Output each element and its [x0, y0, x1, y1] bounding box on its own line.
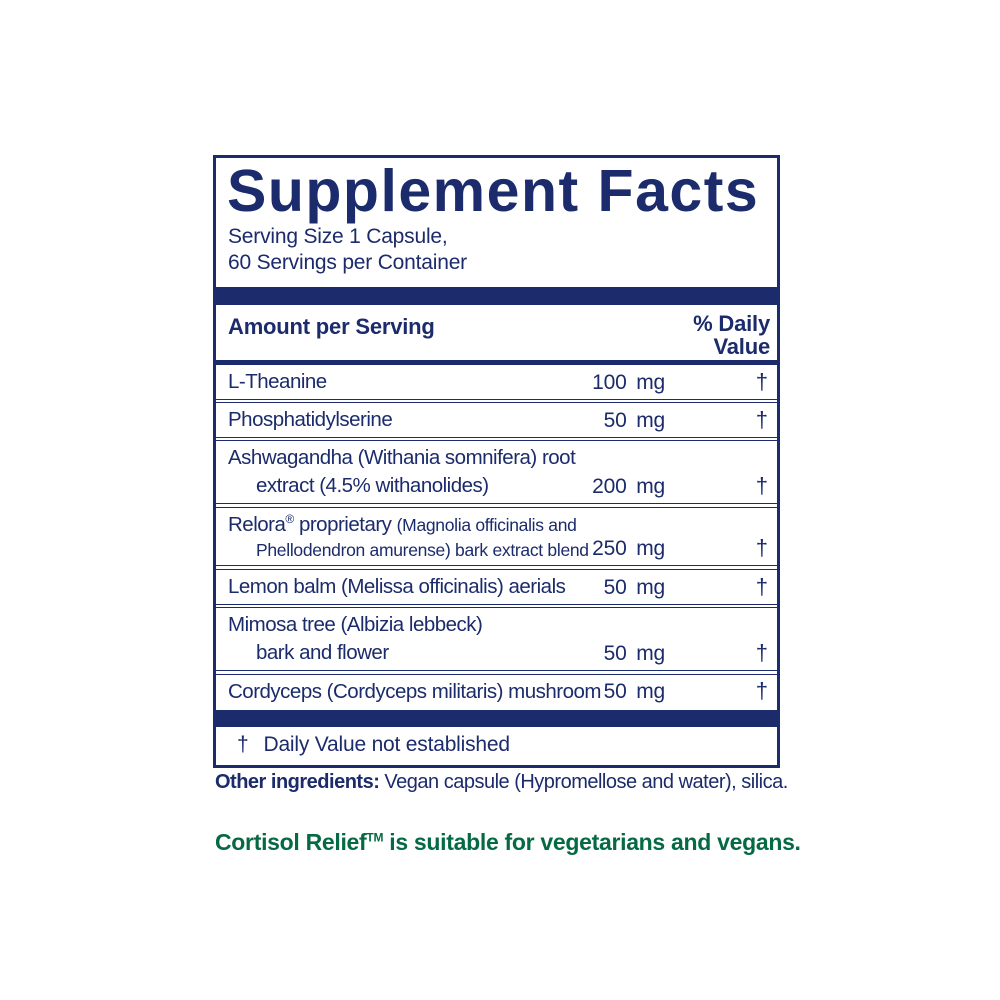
panel-title: Supplement Facts	[227, 158, 760, 224]
row-separator	[216, 603, 777, 609]
ingredient-name: Cordyceps (Cordyceps militaris) mushroom	[228, 679, 602, 703]
footnote-text: Daily Value not established	[263, 733, 510, 757]
botanical-name-part1: (Magnolia officinalis and	[396, 514, 577, 535]
daily-value-dagger: †	[755, 640, 768, 666]
ingredient-name: Phosphatidylserine	[228, 408, 393, 432]
row-separator	[216, 503, 777, 508]
header-rule	[216, 359, 777, 365]
ingredient-amount: 50 mg	[603, 642, 666, 666]
ingredient-name: L-Theanine	[228, 369, 327, 393]
divider-bar-bottom	[216, 710, 777, 728]
row-separator	[216, 436, 777, 442]
row-separator	[216, 565, 777, 570]
amount-per-serving-header: Amount per Serving	[228, 313, 435, 339]
ingredient-name-line1: Relora® proprietary (Magnolia officinali…	[228, 511, 777, 539]
daily-value-header-line2: Value	[713, 333, 771, 359]
ingredient-row-l-theanine: L-Theanine 100 mg †	[216, 365, 777, 399]
servings-per-container: 60 Servings per Container	[228, 251, 467, 275]
row-separator	[216, 398, 777, 404]
tagline-text: is suitable for vegetarians and vegans.	[389, 829, 801, 855]
botanical-name-part2: Phellodendron amurense) bark extract ble…	[256, 539, 589, 560]
trademark-mark: TM	[366, 830, 384, 845]
daily-value-dagger: †	[755, 678, 768, 704]
ingredient-name-rest: proprietary	[298, 512, 392, 536]
daily-value-footnote: † Daily Value not established	[216, 727, 777, 764]
serving-info: Serving Size 1 Capsule, 60 Servings per …	[228, 224, 777, 277]
ingredient-amount: 50 mg	[603, 408, 666, 432]
daily-value-header-line1: % Daily	[693, 310, 770, 336]
vegan-suitability-tagline: Cortisol ReliefTM is suitable for vegeta…	[215, 829, 801, 856]
ingredient-name-line2: extract (4.5% withanolides)	[256, 474, 489, 498]
product-brand-name: Cortisol Relief	[215, 829, 367, 855]
ingredient-amount: 50 mg	[603, 680, 666, 704]
ingredient-row-cordyceps: Cordyceps (Cordyceps militaris) mushroom…	[216, 675, 777, 709]
daily-value-dagger: †	[755, 473, 768, 499]
daily-value-header: % Daily Value	[693, 310, 771, 359]
ingredient-row-ashwagandha: Ashwagandha (Withania somnifera) root ex…	[216, 441, 777, 503]
ingredient-amount: 50 mg	[603, 575, 666, 599]
ingredient-name-line2: bark and flower	[256, 641, 389, 665]
daily-value-dagger: †	[755, 535, 768, 561]
ingredient-amount: 200 mg	[592, 475, 665, 499]
ingredient-name-line1: Mimosa tree (Albizia lebbeck)	[228, 613, 483, 637]
divider-bar-top	[216, 286, 777, 305]
serving-size: Serving Size 1 Capsule,	[228, 225, 448, 249]
daily-value-dagger: †	[755, 573, 768, 599]
daily-value-dagger: †	[755, 406, 768, 432]
ingredient-row-lemon-balm: Lemon balm (Melissa officinalis) aerials…	[216, 570, 777, 604]
ingredient-row-phosphatidylserine: Phosphatidylserine 50 mg †	[216, 403, 777, 437]
ingredient-amount: 100 mg	[592, 370, 665, 394]
ingredient-row-relora: Relora® proprietary (Magnolia officinali…	[216, 508, 777, 566]
row-separator	[216, 670, 777, 675]
table-header: Amount per Serving % Daily Value	[216, 305, 777, 360]
supplement-facts-panel: Supplement Facts Serving Size 1 Capsule,…	[213, 155, 780, 768]
other-ingredients-label: Other ingredients:	[215, 771, 380, 793]
footnote-dagger: †	[237, 733, 249, 757]
ingredient-name-line1: Ashwagandha (Withania somnifera) root	[228, 446, 576, 470]
daily-value-dagger: †	[755, 368, 768, 394]
other-ingredients-line: Other ingredients: Vegan capsule (Hyprom…	[215, 771, 835, 794]
ingredient-amount: 250 mg	[592, 537, 665, 561]
ingredient-name: Lemon balm (Melissa officinalis) aerials	[228, 574, 566, 598]
brand-name: Relora	[228, 512, 286, 536]
registered-trademark-mark: ®	[285, 511, 294, 526]
other-ingredients-text: Vegan capsule (Hypromellose and water), …	[384, 771, 788, 793]
ingredient-row-mimosa-tree: Mimosa tree (Albizia lebbeck) bark and f…	[216, 608, 777, 670]
